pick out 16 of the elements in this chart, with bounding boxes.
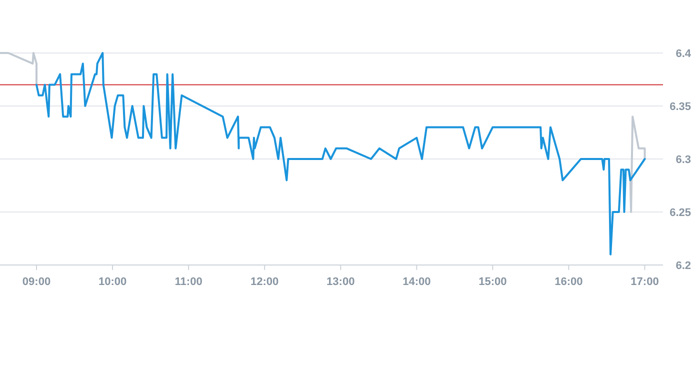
y-tick-label: 6.3 (676, 154, 691, 166)
y-tick-label: 6.35 (670, 101, 691, 113)
x-tick-label: 17:00 (630, 276, 659, 288)
y-tick-label: 6.4 (676, 48, 692, 60)
x-tick-label: 11:00 (174, 276, 202, 288)
x-tick-label: 12:00 (250, 276, 279, 288)
x-tick-label: 13:00 (326, 276, 355, 288)
x-tick-label: 14:00 (402, 276, 431, 288)
y-tick-label: 6.25 (670, 207, 691, 219)
x-tick-label: 10:00 (98, 276, 127, 288)
x-tick-label: 09:00 (22, 276, 51, 288)
line-series (629, 116, 646, 213)
y-tick-label: 6.2 (676, 260, 691, 272)
line-series (35, 52, 646, 256)
x-tick-label: 16:00 (554, 276, 583, 288)
x-tick-label: 15:00 (478, 276, 507, 288)
